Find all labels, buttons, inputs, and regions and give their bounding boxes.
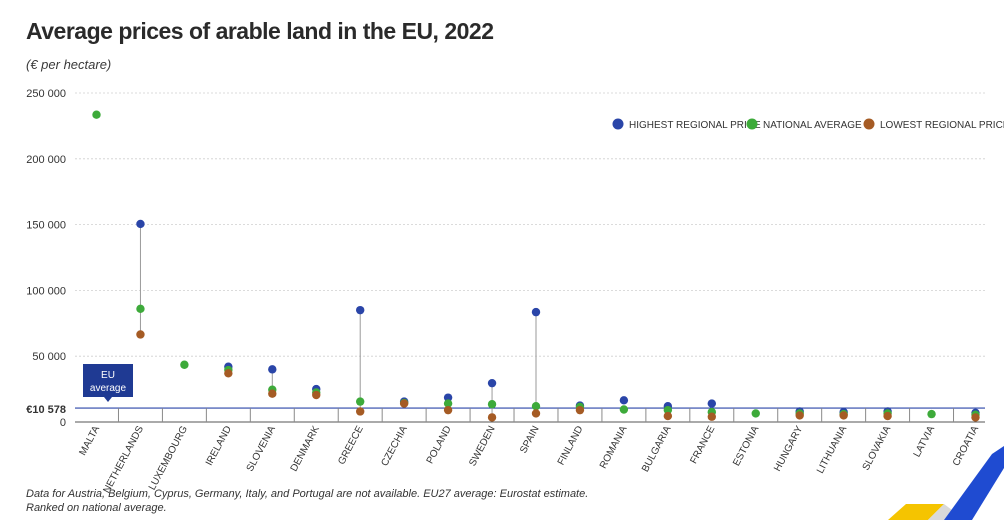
x-tick-label: MALTA (77, 424, 102, 458)
eu-average-label-line1: EU (101, 370, 115, 381)
footnote-line-2: Ranked on national average. (26, 502, 167, 514)
x-tick-label: GREECE (336, 424, 366, 467)
y-tick-label: 100 000 (26, 285, 66, 297)
dot-national (443, 399, 453, 408)
dot-lowest (399, 399, 409, 408)
dot-lowest (839, 411, 848, 420)
legend-marker-highest (612, 118, 624, 130)
y-tick-label: 150 000 (26, 220, 66, 232)
dot-lowest (312, 390, 321, 400)
x-tick-label: FINLAND (556, 424, 586, 467)
x-tick-label: SLOVENIA (245, 424, 278, 474)
eu-average-value: €10 578 (26, 404, 66, 416)
x-tick-label: DENMARK (289, 424, 322, 474)
dot-highest (707, 399, 716, 408)
x-tick-label: NETHERLANDS (101, 424, 146, 495)
x-tick-label: HUNGARY (772, 424, 805, 473)
x-tick-label: ESTONIA (731, 424, 761, 468)
eu-average-box (83, 364, 133, 397)
dot-lowest (356, 407, 365, 416)
dot-national (136, 304, 145, 314)
dot-lowest (531, 409, 541, 418)
footnote: Data for Austria, Belgium, Cyprus, Germa… (26, 487, 588, 515)
legend-marker-national (746, 118, 758, 130)
x-tick-label: IRELAND (204, 424, 234, 467)
dot-lowest (443, 405, 453, 415)
dot-lowest (224, 369, 233, 378)
dot-highest (487, 378, 497, 388)
dot-highest (619, 396, 629, 405)
dot-highest (268, 365, 277, 374)
dot-lowest (971, 413, 980, 422)
x-tick-label: POLAND (425, 424, 454, 465)
dot-national (531, 402, 541, 411)
dot-national (619, 405, 629, 414)
footnote-line-1: Data for Austria, Belgium, Cyprus, Germa… (26, 488, 589, 500)
dot-national (927, 409, 936, 419)
x-tick-label: ROMANIA (598, 424, 630, 471)
dot-lowest (795, 411, 804, 420)
dot-lowest (663, 411, 673, 421)
dot-highest (356, 305, 365, 315)
x-tick-label: LITHUANIA (815, 424, 849, 476)
y-tick-label: 50 000 (32, 351, 66, 363)
chart-subtitle: (€ per hectare) (26, 57, 112, 72)
legend-label-highest: HIGHEST REGIONAL PRICE (629, 120, 761, 131)
dot-lowest (707, 412, 716, 421)
dot-lowest (883, 411, 892, 421)
eurostat-logo-icon (888, 446, 1004, 520)
dot-highest (443, 393, 453, 402)
dot-national (180, 360, 189, 369)
dot-national (92, 110, 101, 119)
legend-label-lowest: LOWEST REGIONAL PRICE (880, 120, 1004, 131)
x-tick-label: SPAIN (518, 424, 541, 455)
dot-lowest (136, 330, 145, 339)
chart-title: Average prices of arable land in the EU,… (26, 18, 494, 44)
y-tick-label: 200 000 (26, 154, 66, 166)
dot-lowest (575, 405, 585, 415)
dot-national (487, 400, 497, 409)
dot-highest (136, 219, 145, 229)
dot-lowest (487, 413, 497, 422)
dot-national (663, 405, 673, 415)
x-tick-label: SWEDEN (467, 424, 497, 468)
dot-national (751, 409, 760, 418)
x-tick-label: LUXEMBOURG (147, 424, 190, 492)
x-tick-label: CZECHIA (379, 424, 409, 468)
x-tick-label: FRANCE (688, 424, 717, 466)
dot-lowest (268, 389, 277, 398)
eu-average-pointer (104, 397, 112, 402)
legend-label-national: NATIONAL AVERAGE (763, 120, 862, 131)
eu-average-label-line2: average (90, 383, 127, 394)
y-tick-label: 0 (60, 417, 66, 429)
dot-national (356, 397, 365, 406)
x-tick-label: BULGARIA (640, 424, 674, 474)
legend-marker-lowest (863, 118, 875, 130)
dot-highest (531, 307, 541, 317)
y-tick-label: 250 000 (26, 88, 66, 100)
